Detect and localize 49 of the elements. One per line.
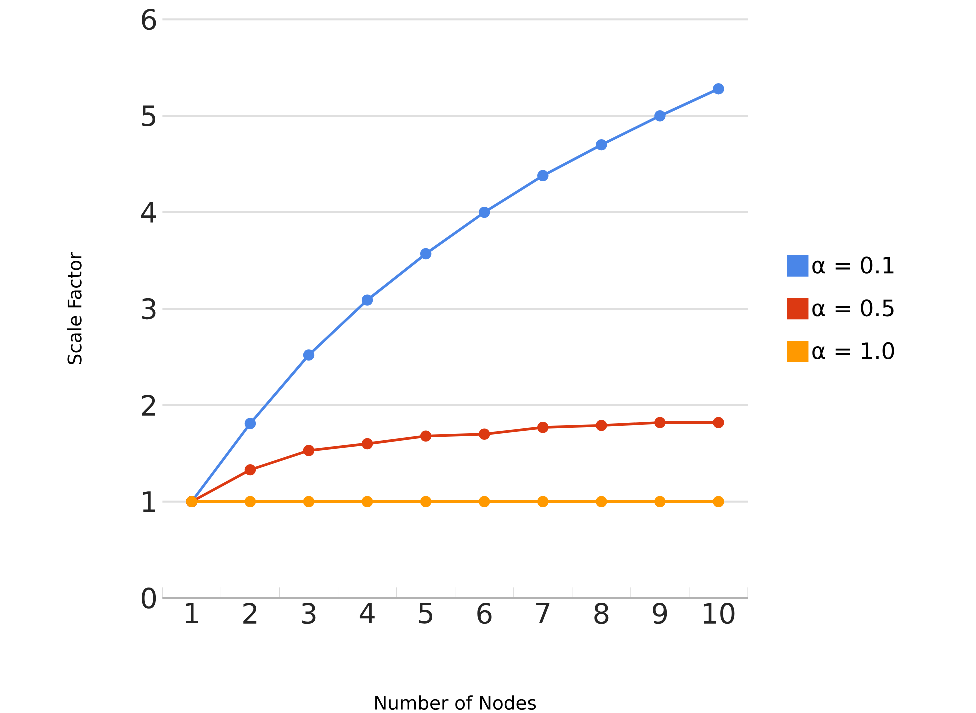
- y-tick-label: 5: [142, 106, 156, 127]
- x-tick-label: 4: [360, 603, 375, 624]
- point: [303, 350, 315, 361]
- x-tick-label: 7: [536, 603, 550, 624]
- point: [538, 170, 549, 182]
- point: [654, 417, 666, 428]
- y-tick-label: 2: [142, 395, 156, 416]
- x-tick-label: 10: [704, 603, 735, 624]
- x-tick-label: 5: [419, 603, 433, 624]
- point: [244, 418, 256, 430]
- x-tick-label: 2: [244, 603, 257, 624]
- point: [596, 420, 608, 432]
- point: [362, 496, 374, 508]
- x-tick-label: 1: [186, 603, 198, 624]
- y-tick-label: 6: [142, 9, 156, 30]
- point: [244, 496, 256, 508]
- y-axis-title: Scale Factor: [67, 252, 82, 364]
- point: [479, 496, 490, 508]
- legend-label: α = 0.5: [812, 300, 894, 317]
- point: [596, 139, 608, 151]
- x-tick-label: 9: [653, 603, 668, 624]
- y-tick-label: 3: [142, 298, 156, 320]
- point: [420, 496, 432, 508]
- legend-label: α = 1.0: [812, 342, 894, 360]
- x-axis-title: Number of Nodes: [376, 696, 536, 710]
- point: [479, 206, 490, 218]
- point: [479, 428, 490, 440]
- point: [538, 496, 549, 508]
- point: [244, 464, 256, 476]
- point: [420, 430, 432, 442]
- x-tick-label: 6: [478, 603, 492, 624]
- point: [538, 422, 549, 434]
- point: [596, 496, 608, 508]
- point: [713, 496, 724, 508]
- x-tick-label: 3: [302, 603, 316, 624]
- point: [420, 248, 432, 260]
- y-tick-label: 4: [142, 202, 156, 223]
- point: [654, 110, 666, 122]
- legend-label: α = 0.1: [812, 256, 894, 274]
- y-tick-label: 1: [143, 492, 156, 512]
- point: [713, 417, 724, 428]
- x-tick-label: 8: [594, 603, 609, 624]
- point: [713, 84, 724, 95]
- point: [362, 294, 374, 306]
- point: [303, 445, 315, 456]
- point: [654, 496, 666, 508]
- point: [303, 496, 315, 508]
- y-tick-label: 0: [142, 588, 156, 609]
- point: [362, 438, 374, 450]
